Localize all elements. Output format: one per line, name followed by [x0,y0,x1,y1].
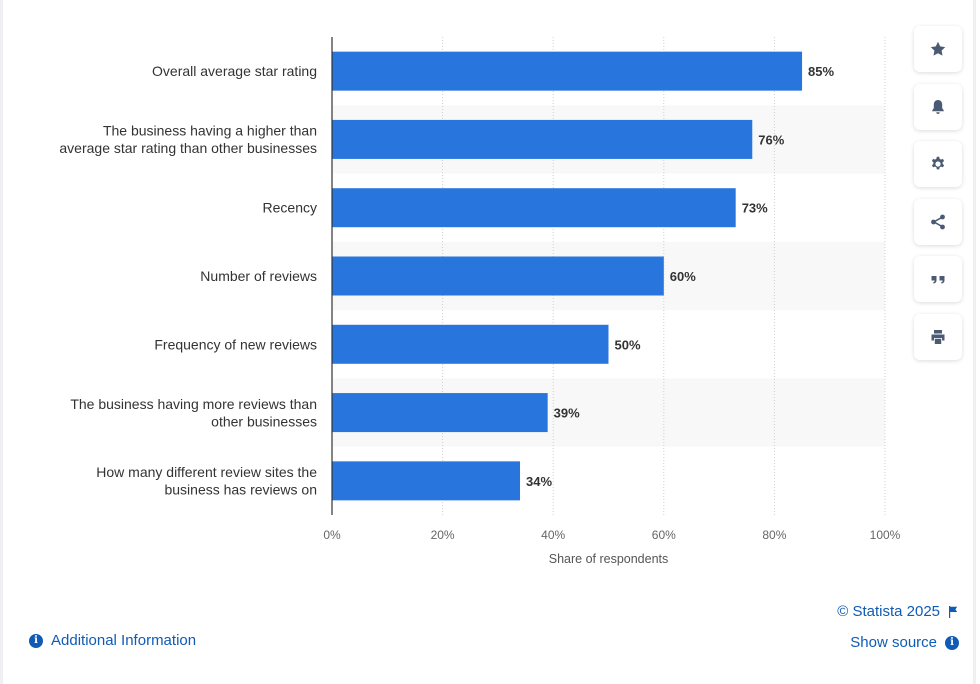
x-tick-label: 40% [541,528,565,542]
x-axis-title: Share of respondents [549,552,669,566]
flag-icon [949,605,958,618]
star-icon [930,41,946,56]
favorite-button[interactable] [914,26,962,72]
category-label: How many different review sites the busin… [96,464,317,498]
value-label: 39% [554,406,580,421]
bar [332,324,609,364]
x-tick-label: 0% [323,528,341,542]
value-label: 85% [808,64,834,79]
print-icon [931,329,945,344]
bar [332,256,664,296]
category-label: The business having more reviews than oth… [70,396,317,430]
value-label: 73% [742,201,768,216]
bar [332,188,736,228]
copyright[interactable]: © Statista 2025 [837,603,958,620]
settings-button[interactable] [914,141,962,187]
bar [332,119,753,159]
show-source-link[interactable]: Show source i [850,634,959,651]
value-label: 34% [526,474,552,489]
show-source-label: Show source [850,634,937,651]
additional-information-label: Additional Information [51,632,197,649]
x-tick-label: 60% [652,528,676,542]
print-button[interactable] [914,313,962,360]
category-label: Overall average star rating [152,63,317,79]
cite-button[interactable] [914,256,962,302]
share-button[interactable] [914,198,962,245]
gear-icon [931,156,945,170]
info-icon: i [29,633,43,648]
bell-icon [932,99,944,114]
chart-toolbar [914,26,964,371]
x-tick-label: 80% [762,528,786,542]
value-label: 76% [758,132,784,147]
category-label: Recency [263,200,317,216]
value-label: 50% [615,337,641,352]
value-label: 60% [670,269,696,284]
copyright-label: © Statista 2025 [837,603,940,620]
share-icon [931,214,945,229]
category-label: Number of reviews [200,268,317,284]
category-label: The business having a higher than average… [59,123,317,157]
bar [332,461,521,501]
x-tick-label: 100% [870,528,901,542]
x-tick-label: 20% [431,528,455,542]
quote-icon [931,276,945,284]
notification-button[interactable] [914,83,962,130]
category-label: Frequency of new reviews [154,336,317,352]
info-icon: i [945,635,959,650]
bar [332,51,803,91]
additional-information-link[interactable]: i Additional Information [29,632,196,649]
bar [332,393,548,433]
bar-chart: 85% Overall average star rating 76% The bus… [59,37,901,566]
